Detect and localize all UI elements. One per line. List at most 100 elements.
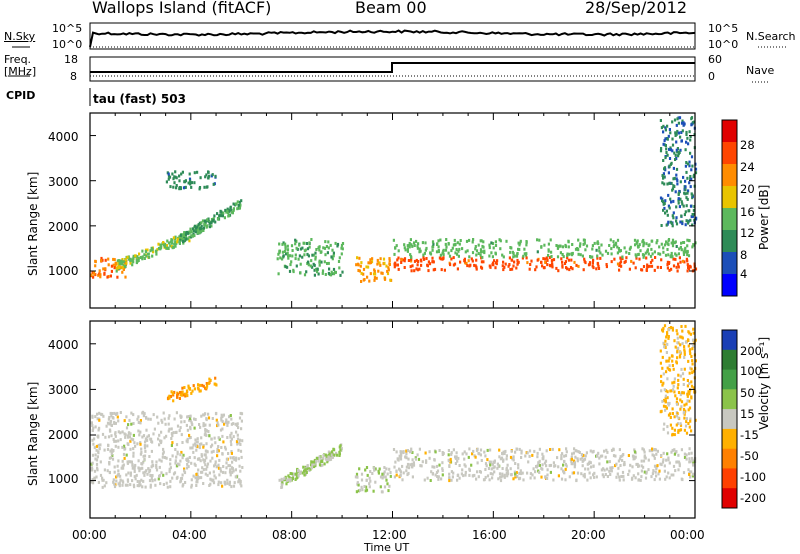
data-point <box>280 486 283 489</box>
data-point <box>170 390 173 394</box>
data-point <box>683 356 686 359</box>
data-point <box>328 452 331 456</box>
data-point <box>178 242 181 245</box>
data-point <box>144 485 147 489</box>
data-point <box>211 173 214 177</box>
data-point <box>492 263 495 267</box>
data-point <box>670 473 673 477</box>
data-point <box>410 255 413 259</box>
velocity-cbtick-15: 15 <box>740 407 755 421</box>
data-point <box>289 472 292 475</box>
data-point <box>688 264 691 268</box>
data-point <box>301 246 304 250</box>
data-point <box>650 247 653 251</box>
data-point <box>655 241 658 245</box>
data-point <box>687 359 690 363</box>
data-point <box>686 394 689 398</box>
data-point <box>99 460 102 464</box>
data-point <box>115 269 118 273</box>
data-point <box>240 455 243 459</box>
data-point <box>450 249 453 253</box>
data-point <box>318 461 321 465</box>
data-point <box>676 332 679 336</box>
data-point <box>662 250 665 254</box>
data-point <box>653 478 656 482</box>
data-point <box>605 265 608 269</box>
data-point <box>91 271 94 275</box>
data-point <box>642 459 646 463</box>
data-point <box>675 329 678 333</box>
data-point <box>294 242 297 246</box>
data-point <box>622 474 625 478</box>
data-point <box>373 276 376 280</box>
data-point <box>311 463 314 467</box>
data-point <box>114 421 117 425</box>
data-point <box>547 242 550 246</box>
data-point <box>411 475 414 479</box>
data-point <box>174 244 177 248</box>
data-point <box>173 175 176 179</box>
data-point <box>420 263 423 267</box>
data-point <box>183 231 186 235</box>
data-point <box>229 473 232 477</box>
data-point <box>665 475 668 479</box>
data-point <box>117 445 120 449</box>
data-point <box>681 336 684 340</box>
data-point <box>679 428 683 432</box>
data-point <box>180 390 183 394</box>
data-point <box>332 447 335 451</box>
data-point <box>526 451 529 455</box>
data-point <box>686 197 689 201</box>
colorbar-segment <box>722 330 737 351</box>
data-point <box>379 475 383 479</box>
nave-top-tick: 60 <box>708 53 722 66</box>
data-point <box>516 258 519 262</box>
data-point <box>663 398 666 402</box>
data-point <box>661 383 664 387</box>
data-point <box>307 263 310 267</box>
data-point <box>490 241 493 245</box>
data-point <box>688 371 691 375</box>
data-point <box>497 477 500 481</box>
data-point <box>659 149 663 153</box>
data-point <box>457 249 460 253</box>
data-point <box>655 467 658 471</box>
data-point <box>656 449 659 453</box>
data-point <box>185 237 188 241</box>
data-point <box>513 260 516 264</box>
data-point <box>471 240 474 244</box>
data-point <box>369 258 372 262</box>
data-point <box>545 256 548 260</box>
data-point <box>214 220 217 224</box>
data-point <box>666 124 669 128</box>
data-point <box>576 457 579 461</box>
data-point <box>241 439 244 443</box>
data-point <box>206 465 209 469</box>
data-point <box>672 367 675 371</box>
data-point <box>175 443 179 447</box>
data-point <box>661 460 665 464</box>
data-point <box>501 472 504 476</box>
data-point <box>240 427 243 431</box>
data-point <box>372 272 376 276</box>
data-point <box>364 489 367 493</box>
data-point <box>572 471 576 475</box>
data-point <box>674 134 677 137</box>
data-point <box>145 254 148 258</box>
data-point <box>151 460 154 464</box>
data-point <box>666 333 669 337</box>
data-point <box>556 246 559 250</box>
data-point <box>609 238 612 242</box>
data-point <box>327 246 330 250</box>
data-point <box>597 264 600 268</box>
data-point <box>193 224 197 228</box>
data-point <box>456 478 459 482</box>
data-point <box>193 387 196 391</box>
data-point <box>560 257 563 261</box>
data-point <box>328 267 331 271</box>
data-point <box>298 254 301 258</box>
data-point <box>685 204 688 208</box>
data-point <box>138 469 141 473</box>
data-point <box>329 273 333 277</box>
data-point <box>183 420 186 424</box>
